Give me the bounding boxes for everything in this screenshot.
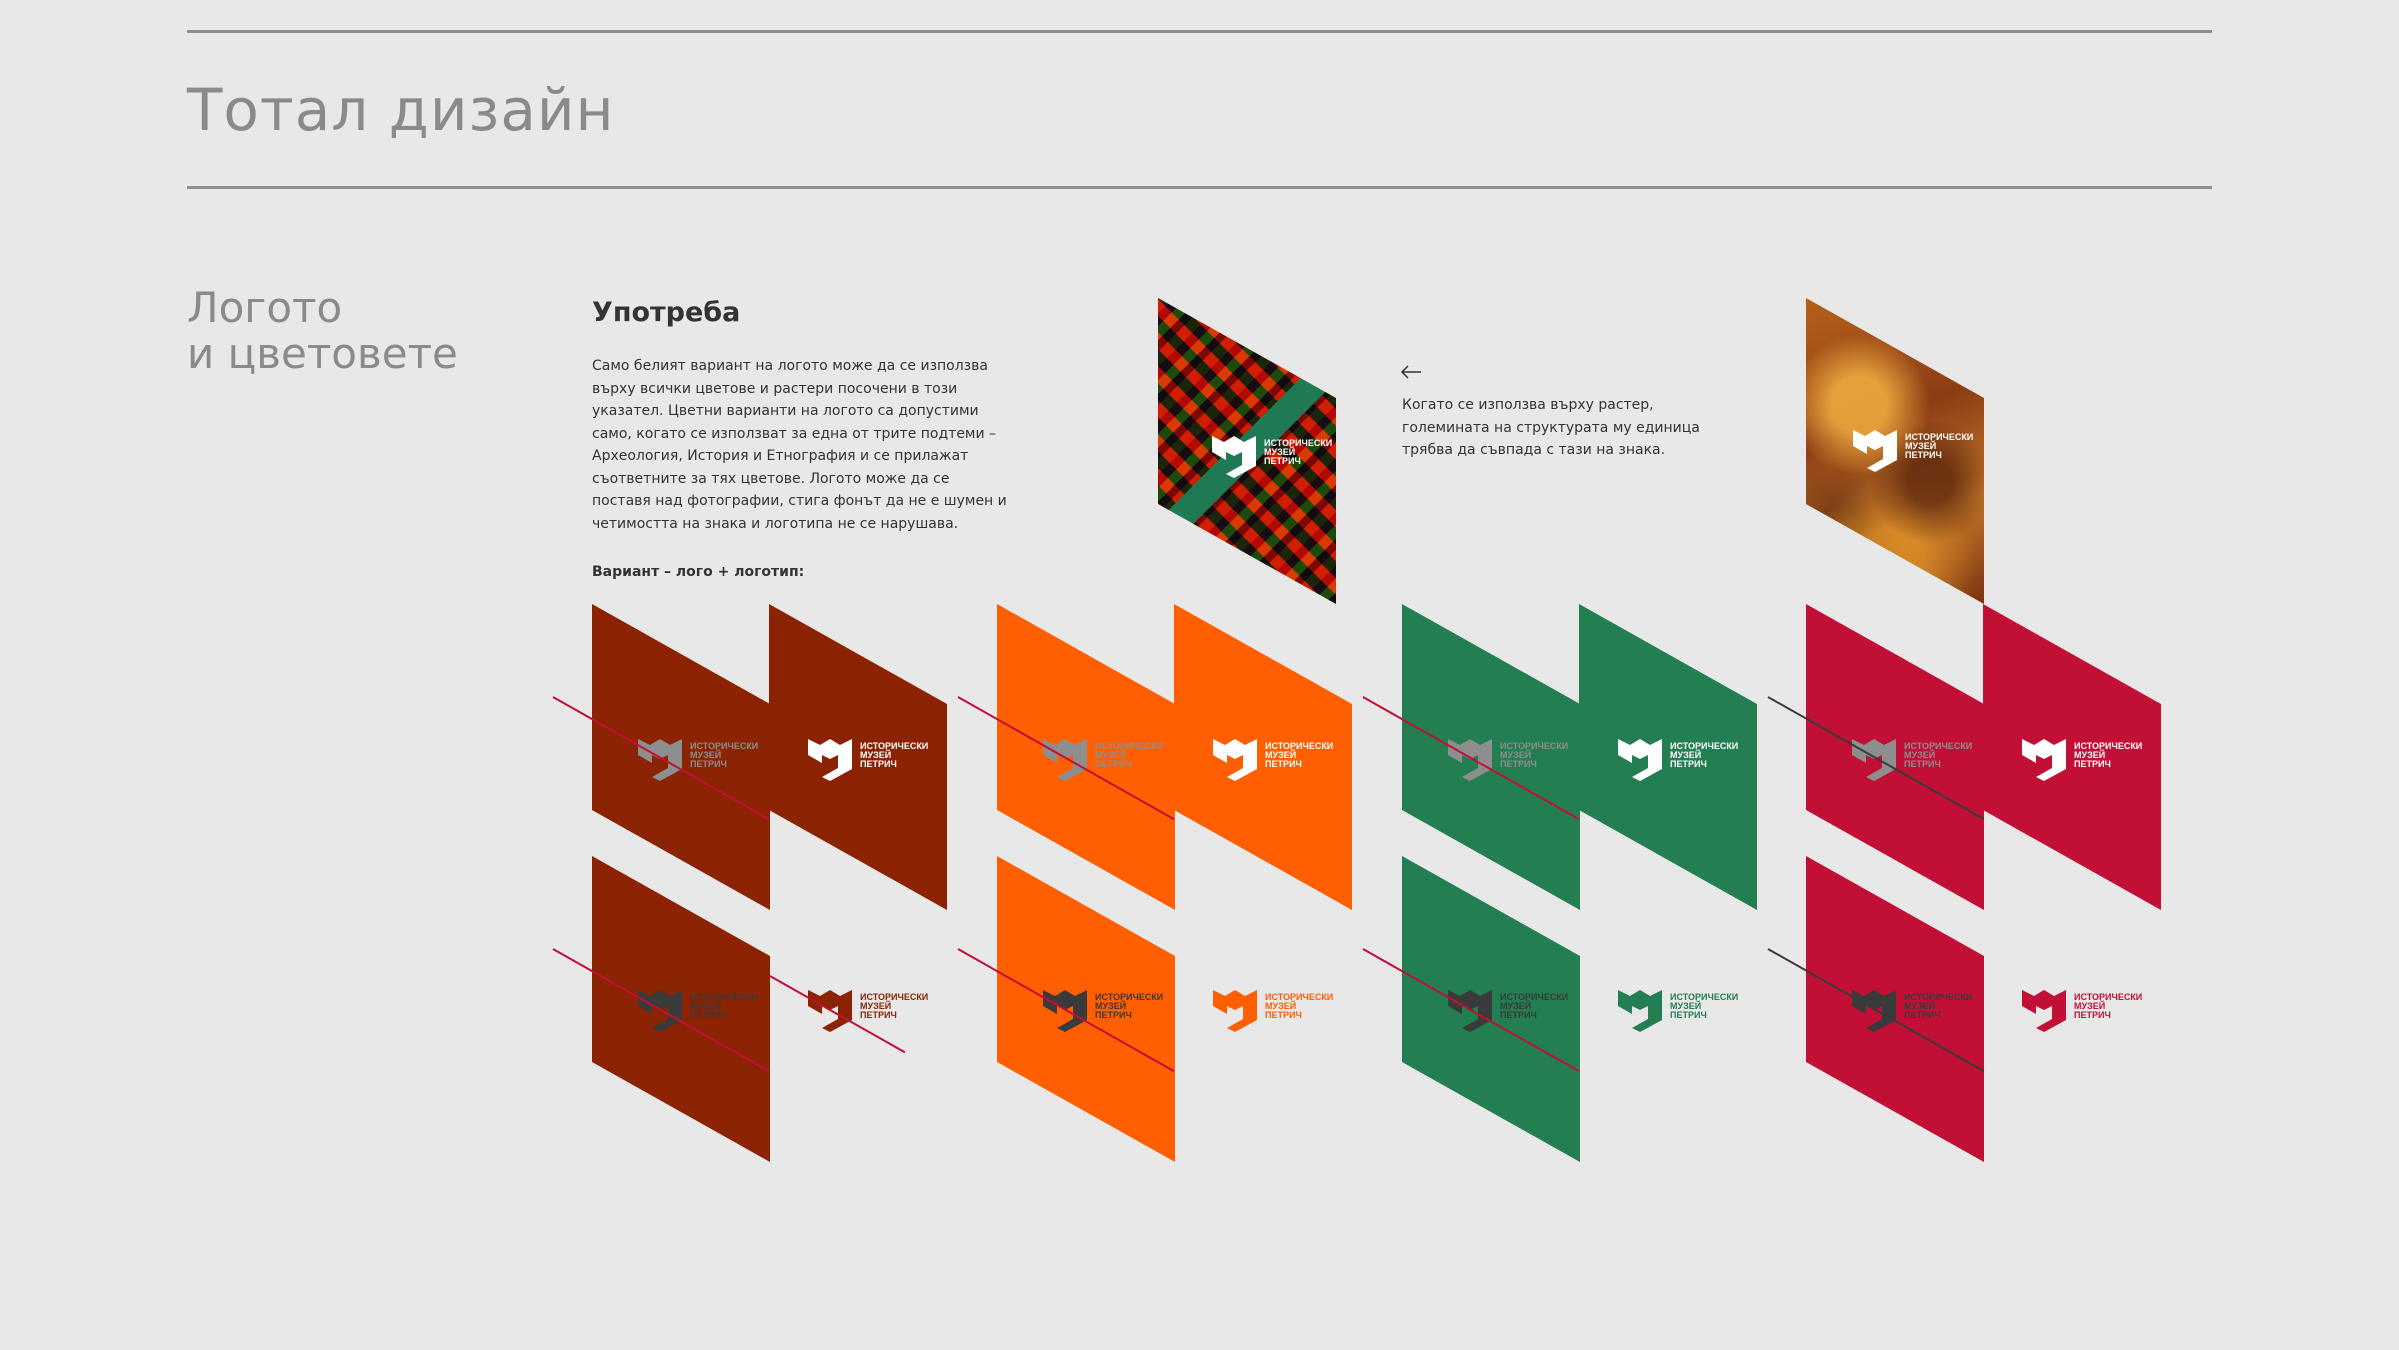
- logotype-line-1: ИСТОРИЧЕСКИ: [1904, 740, 1973, 751]
- logotype-line-1: ИСТОРИЧЕСКИ: [1904, 991, 1973, 1002]
- logotype-line-2: МУЗЕЙ: [690, 749, 722, 760]
- logo-white-on-green: ИСТОРИЧЕСКИ МУЗЕЙ ПЕТРИЧ: [1618, 729, 1738, 781]
- museum-logo-mark-icon: [1213, 990, 1257, 1032]
- logo-dark-on-orange: ИСТОРИЧЕСКИ МУЗЕЙ ПЕТРИЧ: [1043, 980, 1163, 1032]
- logotype-line-1: ИСТОРИЧЕСКИ: [1905, 431, 1974, 442]
- museum-logo-mark-icon: [1043, 739, 1087, 781]
- museum-logo-mark-icon: [1043, 990, 1087, 1032]
- museum-logo-mark-icon: [1852, 990, 1896, 1032]
- museum-logo-mark-icon: [638, 739, 682, 781]
- logotype-line-3: ПЕТРИЧ: [1265, 758, 1302, 769]
- logotype-line-1: ИСТОРИЧЕСКИ: [860, 991, 929, 1002]
- logo-on-rust: ИСТОРИЧЕСКИ МУЗЕЙ ПЕТРИЧ: [1853, 420, 1973, 472]
- logotype-line-3: ПЕТРИЧ: [1264, 455, 1301, 466]
- logo-white-on-crimson: ИСТОРИЧЕСКИ МУЗЕЙ ПЕТРИЧ: [2022, 729, 2142, 781]
- logo-orange-on-light: ИСТОРИЧЕСКИ МУЗЕЙ ПЕТРИЧ: [1213, 980, 1333, 1032]
- section-title-line-2: и цветовете: [187, 329, 458, 378]
- logotype-line-1: ИСТОРИЧЕСКИ: [1264, 437, 1333, 448]
- museum-logo-mark-icon: [1448, 739, 1492, 781]
- logo-brick-on-light: ИСТОРИЧЕСКИ МУЗЕЙ ПЕТРИЧ: [808, 980, 928, 1032]
- logo-green-on-light: ИСТОРИЧЕСКИ МУЗЕЙ ПЕТРИЧ: [1618, 980, 1738, 1032]
- logotype-line-2: МУЗЕЙ: [1264, 446, 1296, 457]
- museum-logo-mark-icon: [1213, 739, 1257, 781]
- logotype-line-3: ПЕТРИЧ: [2074, 1009, 2111, 1020]
- logotype-line-2: МУЗЕЙ: [860, 749, 892, 760]
- logotype-line-1: ИСТОРИЧЕСКИ: [1500, 740, 1569, 751]
- logotype-line-2: МУЗЕЙ: [1265, 1000, 1297, 1011]
- logotype-line-2: МУЗЕЙ: [1670, 749, 1702, 760]
- logotype-line-2: МУЗЕЙ: [1670, 1000, 1702, 1011]
- logotype-line-2: МУЗЕЙ: [1265, 749, 1297, 760]
- logo-crimson-on-light: ИСТОРИЧЕСКИ МУЗЕЙ ПЕТРИЧ: [2022, 980, 2142, 1032]
- section-title-line-1: Логото: [187, 283, 343, 332]
- logotype-line-3: ПЕТРИЧ: [1095, 758, 1132, 769]
- museum-logo-mark-icon: [808, 990, 852, 1032]
- logotype-line-3: ПЕТРИЧ: [690, 1009, 727, 1020]
- logotype-line-3: ПЕТРИЧ: [860, 1009, 897, 1020]
- logotype-line-2: МУЗЕЙ: [1095, 749, 1127, 760]
- logotype-line-2: МУЗЕЙ: [1904, 749, 1936, 760]
- logotype-line-2: МУЗЕЙ: [860, 1000, 892, 1011]
- logo-white-on-orange: ИСТОРИЧЕСКИ МУЗЕЙ ПЕТРИЧ: [1213, 729, 1333, 781]
- museum-logo-mark-icon: [808, 739, 852, 781]
- logotype-line-3: ПЕТРИЧ: [1904, 758, 1941, 769]
- logotype-line-1: ИСТОРИЧЕСКИ: [1500, 991, 1569, 1002]
- logotype-line-3: ПЕТРИЧ: [690, 758, 727, 769]
- logotype-line-2: МУЗЕЙ: [1095, 1000, 1127, 1011]
- museum-logo-mark-icon: [1618, 739, 1662, 781]
- page-title: Тотал дизайн: [187, 76, 615, 144]
- arrow-left-icon: [1400, 365, 1421, 379]
- title-underline-rule: [187, 186, 2212, 189]
- museum-logo-mark-icon: [2022, 739, 2066, 781]
- logotype-line-1: ИСТОРИЧЕСКИ: [1095, 991, 1164, 1002]
- logo-dark-on-brick: ИСТОРИЧЕСКИ МУЗЕЙ ПЕТРИЧ: [638, 980, 758, 1032]
- usage-description: Само белият вариант на логото може да се…: [592, 358, 1007, 532]
- logotype-line-1: ИСТОРИЧЕСКИ: [690, 991, 759, 1002]
- logotype-line-2: МУЗЕЙ: [690, 1000, 722, 1011]
- logotype-line-1: ИСТОРИЧЕСКИ: [2074, 740, 2143, 751]
- logo-dark-on-green: ИСТОРИЧЕСКИ МУЗЕЙ ПЕТРИЧ: [1448, 980, 1568, 1032]
- section-title: Логото и цветовете: [187, 285, 458, 377]
- logotype-line-1: ИСТОРИЧЕСКИ: [1265, 740, 1334, 751]
- logotype-line-3: ПЕТРИЧ: [1095, 1009, 1132, 1020]
- museum-logo-mark-icon: [2022, 990, 2066, 1032]
- logotype-line-1: ИСТОРИЧЕСКИ: [1095, 740, 1164, 751]
- logotype-line-1: ИСТОРИЧЕСКИ: [690, 740, 759, 751]
- logotype-line-3: ПЕТРИЧ: [1265, 1009, 1302, 1020]
- logotype-line-2: МУЗЕЙ: [2074, 749, 2106, 760]
- logo-white-on-brick: ИСТОРИЧЕСКИ МУЗЕЙ ПЕТРИЧ: [808, 729, 928, 781]
- logotype-line-3: ПЕТРИЧ: [1670, 758, 1707, 769]
- variant-label: Вариант – лого + логотип:: [592, 564, 805, 580]
- logo-on-kilim: ИСТОРИЧЕСКИ МУЗЕЙ ПЕТРИЧ: [1212, 426, 1332, 478]
- logotype-line-3: ПЕТРИЧ: [1500, 758, 1537, 769]
- logotype-line-2: МУЗЕЙ: [2074, 1000, 2106, 1011]
- logotype-line-3: ПЕТРИЧ: [2074, 758, 2111, 769]
- museum-logo-mark-icon: [1448, 990, 1492, 1032]
- museum-logo-mark-icon: [1212, 436, 1256, 478]
- logotype-line-2: МУЗЕЙ: [1500, 1000, 1532, 1011]
- logotype-line-3: ПЕТРИЧ: [1905, 449, 1942, 460]
- logo-dark-on-crimson: ИСТОРИЧЕСКИ МУЗЕЙ ПЕТРИЧ: [1852, 980, 1972, 1032]
- usage-heading: Употреба: [592, 297, 741, 328]
- logotype-line-2: МУЗЕЙ: [1904, 1000, 1936, 1011]
- logotype-line-1: ИСТОРИЧЕСКИ: [1670, 740, 1739, 751]
- logotype-line-2: МУЗЕЙ: [1905, 440, 1937, 451]
- top-rule: [187, 30, 2212, 33]
- logotype-line-2: МУЗЕЙ: [1500, 749, 1532, 760]
- logotype-line-3: ПЕТРИЧ: [860, 758, 897, 769]
- logotype-line-3: ПЕТРИЧ: [1500, 1009, 1537, 1020]
- museum-logo-mark-icon: [638, 990, 682, 1032]
- logotype-line-1: ИСТОРИЧЕСКИ: [860, 740, 929, 751]
- raster-note: Когато се използва върху растер, големин…: [1402, 397, 1700, 458]
- logotype-line-1: ИСТОРИЧЕСКИ: [1265, 991, 1334, 1002]
- museum-logo-mark-icon: [1853, 430, 1897, 472]
- logotype-line-3: ПЕТРИЧ: [1904, 1009, 1941, 1020]
- logotype-line-1: ИСТОРИЧЕСКИ: [2074, 991, 2143, 1002]
- logotype-line-1: ИСТОРИЧЕСКИ: [1670, 991, 1739, 1002]
- museum-logo-mark-icon: [1618, 990, 1662, 1032]
- logotype-line-3: ПЕТРИЧ: [1670, 1009, 1707, 1020]
